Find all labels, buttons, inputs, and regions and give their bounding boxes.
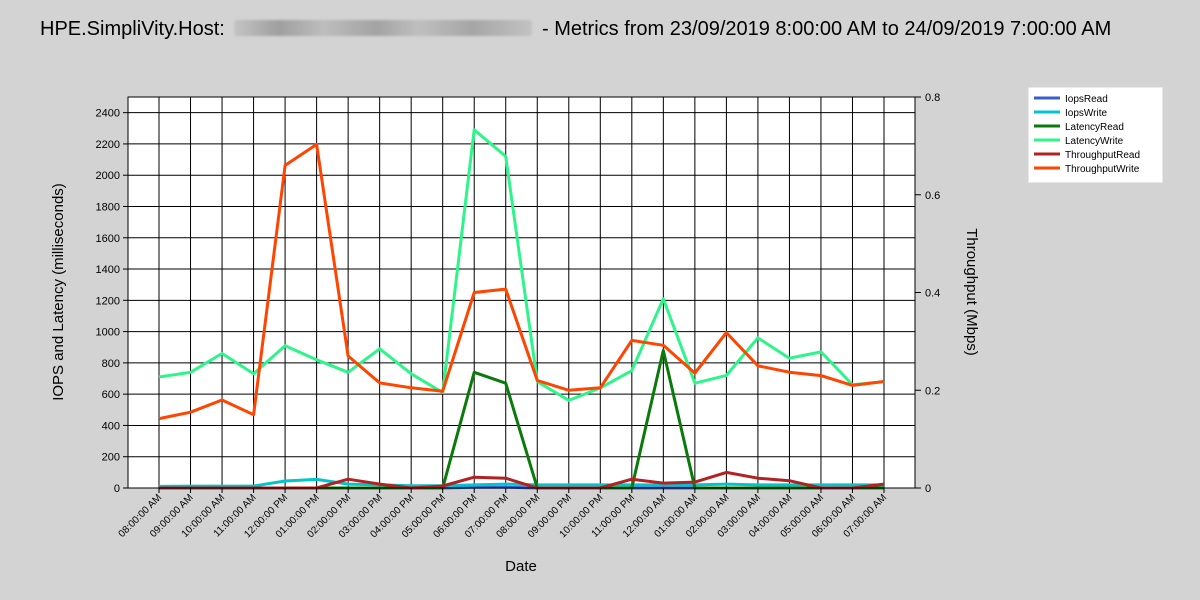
legend-label-iopswrite: IopsWrite bbox=[1065, 108, 1107, 119]
y-left-tick-label: 2200 bbox=[96, 139, 120, 151]
y-right-tick-label: 0 bbox=[925, 483, 931, 495]
chart-title: HPE.SimpliVity.Host: - Metrics from 23/0… bbox=[40, 17, 1180, 42]
y-axis-right-label: Throughput (Mbps) bbox=[963, 228, 980, 356]
legend-label-throughputwrite: ThroughputWrite bbox=[1065, 164, 1140, 175]
y-left-tick-label: 0 bbox=[114, 483, 120, 495]
legend-label-iopsread: IopsRead bbox=[1065, 94, 1108, 105]
y-left-tick-label: 1200 bbox=[96, 295, 120, 307]
y-left-tick-label: 200 bbox=[102, 452, 120, 464]
legend-label-latencywrite: LatencyWrite bbox=[1065, 136, 1124, 147]
chart-legend: IopsRead IopsWrite LatencyRead LatencyWrite… bbox=[1028, 87, 1163, 183]
y-left-tick-label: 2000 bbox=[96, 170, 120, 182]
y-axis-left-label: IOPS and Latency (milliseconds) bbox=[50, 183, 67, 401]
title-prefix: HPE.SimpliVity.Host: bbox=[40, 18, 225, 40]
x-axis-label: Date bbox=[505, 558, 537, 575]
y-left-tick-label: 1800 bbox=[96, 201, 120, 213]
y-right-tick-label: 0.2 bbox=[925, 385, 940, 397]
y-left-tick-label: 600 bbox=[102, 389, 120, 401]
legend-label-throughputread: ThroughputRead bbox=[1065, 150, 1140, 161]
plot-area bbox=[128, 97, 915, 488]
redacted-hostname bbox=[234, 20, 533, 36]
y-left-tick-label: 1400 bbox=[96, 264, 120, 276]
y-left-tick-label: 2400 bbox=[96, 108, 120, 120]
y-left-tick-label: 1000 bbox=[96, 327, 120, 339]
y-right-tick-label: 0.4 bbox=[925, 288, 940, 300]
y-left-tick-label: 800 bbox=[102, 358, 120, 370]
y-right-tick-label: 0.6 bbox=[925, 190, 940, 202]
y-left-tick-label: 400 bbox=[102, 420, 120, 432]
legend-label-latencyread: LatencyRead bbox=[1065, 122, 1124, 133]
chart-grid bbox=[128, 97, 915, 489]
y-right-tick-label: 0.8 bbox=[925, 92, 940, 104]
legend-box bbox=[1028, 87, 1163, 183]
y-left-tick-label: 1600 bbox=[96, 233, 120, 245]
series-line-throughputwrite bbox=[158, 142, 885, 421]
title-suffix: - Metrics from 23/09/2019 8:00:00 AM to … bbox=[542, 18, 1112, 40]
series-line-latencywrite bbox=[158, 128, 885, 402]
